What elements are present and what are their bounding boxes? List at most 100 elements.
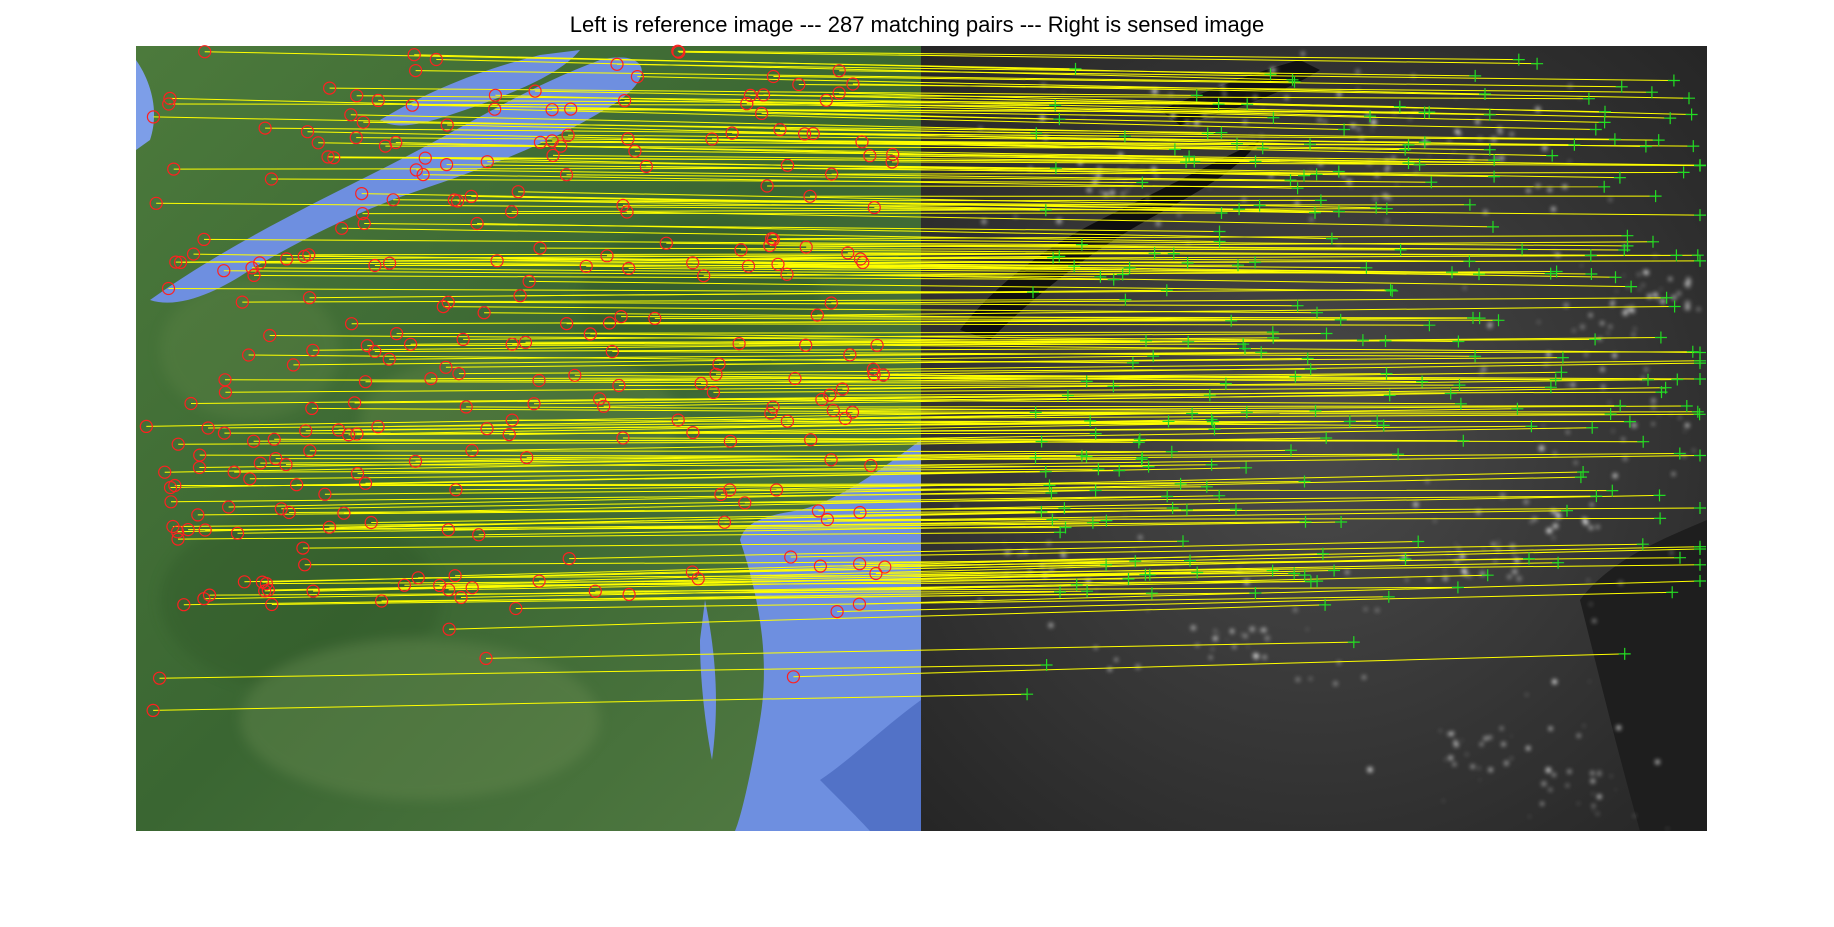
match-line xyxy=(616,63,1476,77)
reference-marker xyxy=(853,252,868,266)
sensed-marker xyxy=(1070,578,1083,591)
city-light xyxy=(1126,189,1129,193)
match-line xyxy=(168,103,1056,106)
city-light xyxy=(1633,311,1635,314)
match-line xyxy=(773,238,1628,247)
reference-marker xyxy=(616,431,630,445)
sensed-marker xyxy=(1311,306,1323,319)
match-line xyxy=(385,145,1263,149)
reference-marker xyxy=(545,103,559,117)
reference-marker xyxy=(804,433,818,447)
match-line xyxy=(274,438,1139,443)
city-light xyxy=(1014,215,1017,218)
city-light xyxy=(1622,274,1625,277)
sensed-marker xyxy=(1288,567,1301,580)
reference-marker xyxy=(792,77,806,92)
match-line xyxy=(646,165,1495,178)
reference-marker xyxy=(192,460,206,475)
sensed-marker xyxy=(1693,408,1706,421)
city-light xyxy=(1542,145,1548,151)
match-line xyxy=(244,564,1107,583)
reference-marker xyxy=(852,557,867,571)
reference-marker xyxy=(439,360,453,374)
match-line xyxy=(224,379,1087,382)
match-line xyxy=(744,495,1597,504)
city-light xyxy=(1526,746,1531,751)
reference-marker xyxy=(409,163,423,177)
sensed-marker xyxy=(1160,284,1173,297)
match-line xyxy=(892,161,1701,167)
city-light xyxy=(1600,321,1604,325)
reference-marker xyxy=(477,306,491,320)
reference-marker xyxy=(766,400,780,414)
city-light xyxy=(1488,735,1492,740)
reference-marker xyxy=(866,362,880,376)
city-light xyxy=(1357,127,1361,131)
city-light xyxy=(1386,165,1390,170)
reference-marker xyxy=(263,328,277,343)
reference-marker xyxy=(442,583,456,597)
city-light xyxy=(1362,675,1366,680)
reference-marker xyxy=(198,523,212,537)
sensed-marker xyxy=(1412,535,1425,548)
sensed-marker xyxy=(1298,169,1310,182)
city-light xyxy=(1405,578,1409,581)
match-line xyxy=(859,580,1701,605)
match-line xyxy=(304,560,1191,566)
sensed-marker xyxy=(1058,502,1071,515)
sensed-marker xyxy=(1618,647,1631,660)
reference-marker xyxy=(763,239,777,253)
sensed-marker xyxy=(1694,373,1706,385)
match-line xyxy=(253,274,1114,281)
reference-markers xyxy=(139,44,900,718)
match-line xyxy=(448,301,1298,307)
reference-marker xyxy=(357,216,371,231)
sensed-marker xyxy=(1080,375,1093,388)
city-light xyxy=(1596,525,1600,529)
city-light xyxy=(1678,416,1681,419)
reference-marker xyxy=(648,311,662,325)
match-line xyxy=(718,357,1563,365)
sensed-marker xyxy=(1582,92,1595,105)
city-light xyxy=(1212,636,1218,641)
city-light xyxy=(1453,740,1457,744)
sensed-marker xyxy=(1642,373,1654,386)
match-line xyxy=(790,543,1643,558)
match-line xyxy=(634,150,1495,161)
city-light xyxy=(1668,277,1672,281)
sensed-marker xyxy=(1394,243,1407,256)
reference-marker xyxy=(350,427,364,441)
match-line xyxy=(566,323,1430,326)
reference-marker xyxy=(162,97,176,111)
reference-marker xyxy=(764,406,778,420)
sensed-marker xyxy=(1249,155,1262,168)
city-light xyxy=(1563,303,1569,308)
match-line xyxy=(153,693,1028,711)
sensed-marker xyxy=(1030,127,1043,140)
sensed-marker xyxy=(1649,190,1662,203)
match-line xyxy=(750,94,1589,100)
city-light xyxy=(1526,188,1531,193)
reference-marker xyxy=(303,444,317,458)
sensed-marker xyxy=(1589,123,1602,136)
reference-marker xyxy=(253,256,267,270)
match-line xyxy=(509,420,1378,436)
match-line xyxy=(804,133,1646,147)
reference-marker xyxy=(610,57,624,71)
match-line xyxy=(351,320,1232,325)
reference-marker xyxy=(306,343,320,357)
city-light xyxy=(1317,117,1323,123)
match-line xyxy=(552,154,1409,164)
sensed-marker xyxy=(1084,414,1097,427)
reference-marker xyxy=(697,269,711,283)
reference-marker xyxy=(505,413,519,427)
city-light xyxy=(1309,217,1314,222)
sensed-marker xyxy=(1253,199,1266,212)
city-light xyxy=(1577,734,1581,738)
sensed-marker xyxy=(1213,235,1226,248)
reference-marker xyxy=(323,81,337,95)
reference-marker xyxy=(671,413,685,427)
match-line xyxy=(237,520,1107,534)
city-light xyxy=(1389,197,1392,200)
reference-marker xyxy=(358,375,373,389)
